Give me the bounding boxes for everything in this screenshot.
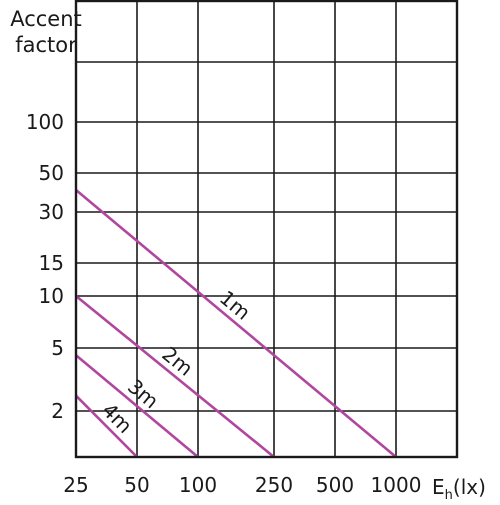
series-label-3m: 3m — [123, 374, 163, 413]
y-tick-label: 10 — [39, 284, 64, 308]
series-label-1m: 1m — [215, 286, 255, 325]
plot-frame — [74, 0, 459, 459]
y-tick-label: 50 — [39, 161, 64, 185]
y-axis-ticks: 2 5 10 15 30 50 100 — [26, 110, 64, 423]
x-tick-label: 25 — [63, 473, 88, 497]
series-label-4m: 4m — [97, 398, 137, 438]
series-line-4m — [75, 394, 138, 458]
x-axis-label-main: E — [432, 475, 445, 499]
y-tick-label: 15 — [39, 251, 64, 275]
series-line-1m — [75, 189, 397, 458]
plot-border — [74, 0, 459, 459]
x-tick-label: 50 — [124, 473, 149, 497]
y-tick-label: 100 — [26, 110, 64, 134]
x-axis-ticks: 25 50 100 250 500 1000 — [63, 473, 421, 497]
series-line-2m — [75, 294, 275, 459]
x-axis-label-subscript: h — [445, 488, 453, 500]
y-axis-label-line-2: factor — [15, 33, 77, 57]
y-tick-label: 30 — [39, 200, 64, 224]
series-lines — [75, 189, 397, 459]
x-tick-label: 250 — [255, 473, 293, 497]
x-axis-label-unit: (lx) — [453, 475, 486, 499]
y-tick-label: 5 — [51, 336, 64, 360]
x-tick-label: 500 — [316, 473, 354, 497]
y-tick-label: 2 — [51, 399, 64, 423]
y-axis-label-line-1: Accent — [10, 7, 82, 31]
x-axis-label: Eh(lx) — [432, 475, 486, 500]
x-tick-label: 100 — [179, 473, 217, 497]
grid — [75, 0, 457, 457]
x-tick-label: 1000 — [371, 473, 422, 497]
series-line-3m — [75, 354, 199, 458]
